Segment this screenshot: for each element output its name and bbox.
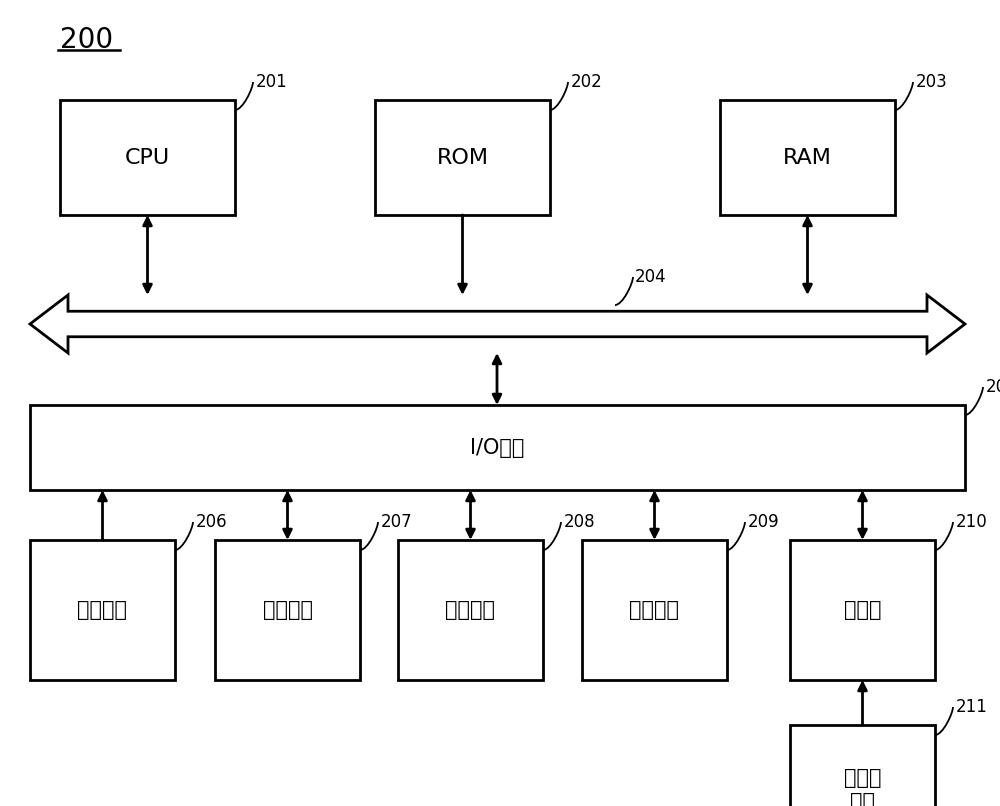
Bar: [790, 540, 935, 680]
Text: ROM: ROM: [436, 147, 488, 168]
Text: 203: 203: [916, 73, 948, 91]
Text: RAM: RAM: [783, 147, 832, 168]
Text: 通信部分: 通信部分: [630, 600, 680, 620]
Bar: [215, 540, 360, 680]
Bar: [398, 540, 543, 680]
Text: I/O接口: I/O接口: [470, 438, 525, 458]
Text: 211: 211: [956, 698, 988, 716]
Text: 208: 208: [564, 513, 596, 531]
Text: 209: 209: [748, 513, 780, 531]
Text: 200: 200: [60, 26, 113, 54]
Text: 201: 201: [256, 73, 288, 91]
Text: 输入部分: 输入部分: [78, 600, 128, 620]
Text: 可拆卸
介质: 可拆卸 介质: [844, 768, 881, 806]
Text: 输出部分: 输出部分: [262, 600, 312, 620]
Bar: [790, 725, 935, 806]
Bar: [30, 540, 175, 680]
Bar: [60, 100, 235, 215]
Text: 207: 207: [381, 513, 413, 531]
Text: 210: 210: [956, 513, 988, 531]
Text: CPU: CPU: [125, 147, 170, 168]
Text: 驱动器: 驱动器: [844, 600, 881, 620]
Text: 202: 202: [571, 73, 603, 91]
Bar: [375, 100, 550, 215]
Bar: [30, 405, 965, 490]
Text: 205: 205: [986, 378, 1000, 396]
Bar: [582, 540, 727, 680]
Text: 204: 204: [635, 268, 667, 286]
Text: 206: 206: [196, 513, 228, 531]
Polygon shape: [30, 295, 965, 353]
Bar: [720, 100, 895, 215]
Text: 存储部分: 存储部分: [446, 600, 496, 620]
